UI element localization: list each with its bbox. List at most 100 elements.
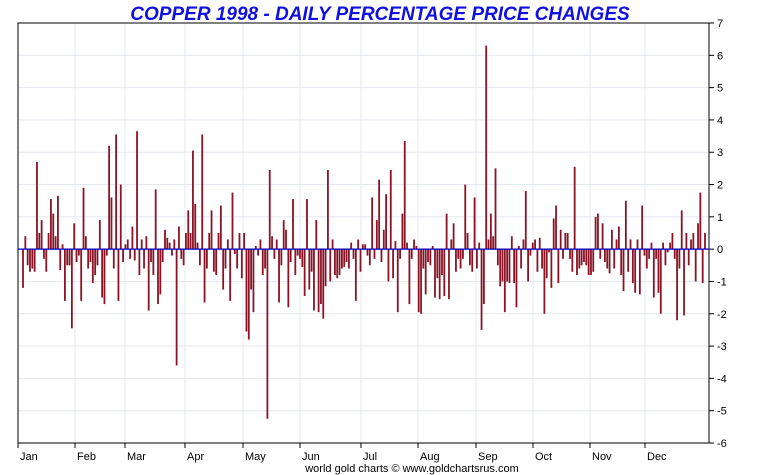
bar <box>694 249 697 282</box>
bar <box>529 249 532 256</box>
bar <box>285 229 287 250</box>
y-tick-label: 0 <box>717 244 723 256</box>
bar <box>257 249 259 256</box>
bar <box>273 249 276 259</box>
bar <box>31 249 34 269</box>
bar <box>489 213 492 250</box>
bar <box>98 220 101 250</box>
bar <box>26 249 29 266</box>
x-tick-label: Apr <box>187 451 204 463</box>
bar <box>455 249 457 272</box>
bar <box>434 249 436 298</box>
bar <box>226 239 229 250</box>
bar <box>80 249 83 301</box>
bar <box>520 249 523 269</box>
bar <box>662 242 664 250</box>
bar <box>301 249 304 267</box>
bar <box>29 249 31 272</box>
bar <box>199 249 201 266</box>
bar <box>587 249 590 275</box>
bar <box>452 223 455 250</box>
bar <box>296 249 299 256</box>
bar <box>322 249 325 319</box>
bar <box>690 239 692 250</box>
bar <box>487 239 490 250</box>
bar <box>89 249 92 263</box>
bar <box>403 140 406 250</box>
bar <box>522 239 525 250</box>
x-tick-label: Sep <box>478 451 498 463</box>
bar <box>622 249 625 292</box>
bar <box>110 197 113 250</box>
bar <box>361 244 364 250</box>
bar <box>334 249 336 275</box>
bar <box>399 249 401 259</box>
bar <box>205 249 208 269</box>
bar <box>578 249 581 269</box>
bar <box>531 242 534 250</box>
bar <box>345 249 348 263</box>
bar <box>671 233 674 250</box>
bar <box>501 249 504 282</box>
bar <box>233 249 236 254</box>
bar <box>389 170 392 250</box>
bar <box>613 249 616 269</box>
bar <box>459 249 462 269</box>
bar <box>154 189 157 250</box>
bar <box>126 239 129 250</box>
bar <box>382 229 385 250</box>
x-tick-label: Oct <box>535 451 552 463</box>
bar <box>594 216 597 250</box>
bar <box>597 213 599 250</box>
bar <box>506 249 509 282</box>
bar <box>617 226 620 250</box>
bar <box>392 249 394 279</box>
bar <box>131 226 134 250</box>
bar <box>676 249 678 321</box>
bar <box>343 249 346 267</box>
bar <box>464 184 467 250</box>
bar <box>278 249 280 303</box>
bar <box>462 249 464 259</box>
bar <box>91 249 94 284</box>
x-tick-label: May <box>245 451 266 463</box>
bar <box>77 249 80 256</box>
bar <box>485 45 488 250</box>
x-tick-label: Feb <box>77 451 96 463</box>
bar <box>196 242 199 250</box>
bar <box>66 249 69 266</box>
bar <box>352 249 355 259</box>
bar <box>473 197 476 250</box>
bar <box>527 249 529 282</box>
bar <box>443 249 446 296</box>
bar <box>548 249 550 253</box>
bar <box>604 249 606 263</box>
bar <box>159 249 162 295</box>
bar <box>194 203 197 250</box>
bar <box>299 249 301 259</box>
bar <box>378 179 381 250</box>
bar <box>173 239 176 250</box>
y-tick-label: -3 <box>717 341 727 353</box>
bar <box>105 249 108 256</box>
y-tick-label: 3 <box>717 147 723 159</box>
y-tick-label: -5 <box>717 406 727 418</box>
bar <box>415 245 418 250</box>
bar <box>54 236 57 250</box>
bar <box>327 170 329 250</box>
bar <box>261 249 264 275</box>
y-tick-label: -4 <box>717 373 727 385</box>
bar <box>410 249 413 259</box>
bar <box>406 242 408 250</box>
bar <box>375 220 378 250</box>
bar <box>157 249 159 305</box>
bar <box>534 239 536 250</box>
bar <box>436 249 439 279</box>
bar <box>70 249 73 329</box>
bar <box>478 242 481 250</box>
bar <box>313 249 315 311</box>
bar <box>347 249 350 269</box>
bar <box>145 236 148 250</box>
bar <box>592 249 595 272</box>
